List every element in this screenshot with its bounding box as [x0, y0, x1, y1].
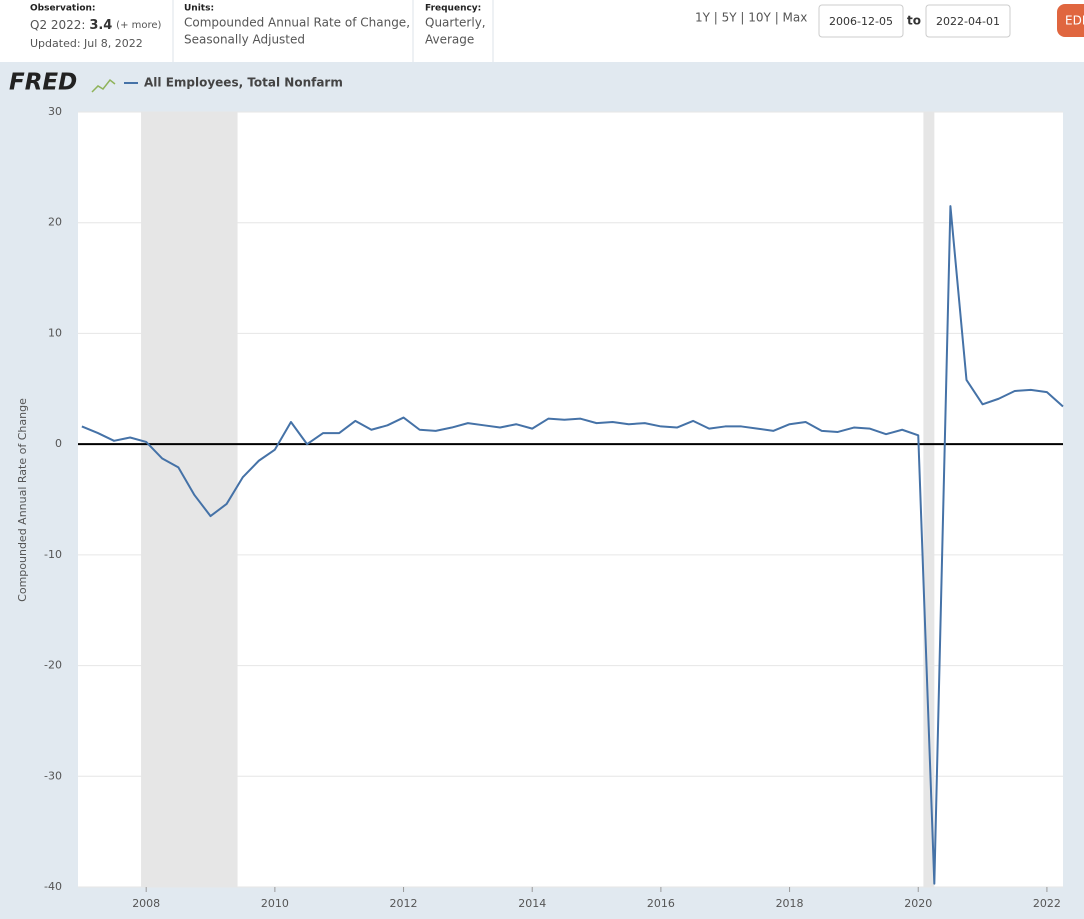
recession-shade — [923, 112, 935, 887]
observation: Q2 2022: 3.4 (+ more) — [30, 18, 162, 33]
frequency: Average — [425, 33, 474, 47]
x-tick-label: 2016 — [647, 897, 675, 910]
x-tick-label: 2010 — [261, 897, 289, 910]
x-tick-label: 2022 — [1033, 897, 1061, 910]
plot-area — [78, 112, 1063, 887]
y-tick-label: -10 — [44, 548, 62, 561]
x-tick-label: 2014 — [518, 897, 546, 910]
recession-shade — [141, 112, 238, 887]
units: Seasonally Adjusted — [184, 33, 305, 47]
start-date: 2006-12-05 — [829, 15, 893, 28]
x-tick-label: 2020 — [904, 897, 932, 910]
logo-icon — [91, 78, 116, 93]
edit-label[interactable]: EDIT — [1065, 14, 1084, 28]
frequency-label: Frequency: — [425, 4, 481, 14]
frequency: Quarterly, — [425, 16, 486, 30]
y-tick-label: -40 — [44, 880, 62, 893]
end-date: 2022-04-01 — [936, 15, 1000, 28]
to: to — [907, 14, 921, 28]
series-line — [81, 205, 1064, 885]
x-tick-label: 2018 — [776, 897, 804, 910]
start-date-input[interactable] — [818, 4, 904, 38]
y-tick-label: -30 — [44, 769, 62, 782]
observation-more[interactable]: (+ more) — [116, 20, 161, 31]
y-axis-label: Compounded Annual Rate of Change — [16, 398, 29, 602]
observation-period: Q2 2022: — [30, 18, 85, 32]
edit-button[interactable] — [1057, 4, 1084, 37]
y-tick-label: -20 — [44, 659, 62, 672]
logo: FRED — [9, 70, 77, 96]
y-tick-label: 10 — [48, 326, 62, 339]
x-tick-label: 2012 — [390, 897, 418, 910]
y-tick-label: 20 — [48, 216, 62, 229]
legend-label: All Employees, Total Nonfarm — [144, 76, 343, 90]
range-links[interactable]: 1Y | 5Y | 10Y | Max — [695, 11, 807, 25]
y-tick-label: 30 — [48, 105, 62, 118]
observation-label: Observation: — [30, 4, 96, 14]
units-label: Units: — [184, 4, 214, 14]
end-date-input[interactable] — [925, 4, 1011, 38]
observation-value: 3.4 — [89, 18, 112, 33]
updated: Updated: Jul 8, 2022 — [30, 37, 143, 50]
x-tick-label: 2008 — [132, 897, 160, 910]
y-tick-label: 0 — [55, 437, 62, 450]
units: Compounded Annual Rate of Change, — [184, 16, 410, 30]
header-bar — [0, 0, 1084, 62]
